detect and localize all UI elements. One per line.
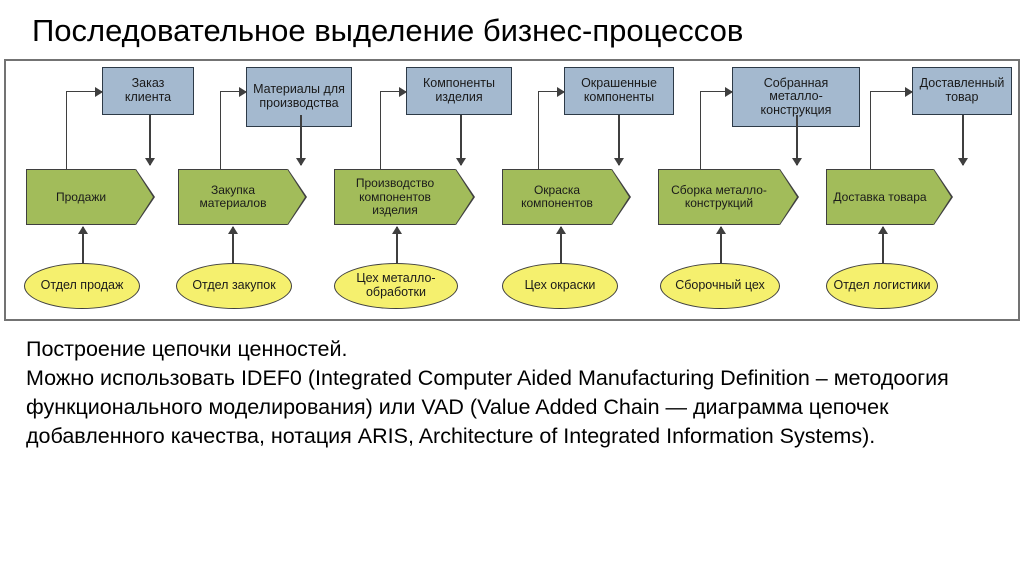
process-chevron: Окраска компонентов <box>502 169 612 225</box>
connector-up <box>396 227 398 263</box>
connector-up <box>232 227 234 263</box>
output-box: Окрашенные компоненты <box>564 67 674 115</box>
connector-down <box>796 115 798 165</box>
connector-elbow <box>380 91 406 169</box>
body-text: Построение цепочки ценностей. Можно испо… <box>0 329 1024 451</box>
connector-down <box>149 115 151 165</box>
body-line-2: Можно использовать IDEF0 (Integrated Com… <box>26 364 998 451</box>
process-chevron: Производство компонентов изделия <box>334 169 456 225</box>
output-box: Компоненты изделия <box>406 67 512 115</box>
connector-down <box>962 115 964 165</box>
connector-up <box>720 227 722 263</box>
connector-elbow <box>870 91 912 169</box>
connector-up <box>882 227 884 263</box>
org-ellipse: Отдел продаж <box>24 263 140 309</box>
connector-elbow <box>700 91 732 169</box>
org-ellipse: Цех окраски <box>502 263 618 309</box>
page-title: Последовательное выделение бизнес-процес… <box>0 0 1024 55</box>
process-chevron: Продажи <box>26 169 136 225</box>
process-chevron: Закупка материалов <box>178 169 288 225</box>
connector-elbow <box>220 91 246 169</box>
connector-elbow <box>66 91 102 169</box>
org-ellipse: Отдел логистики <box>826 263 938 309</box>
output-box: Материалы для производства <box>246 67 352 127</box>
process-chevron: Сборка металло-конструкций <box>658 169 780 225</box>
connector-elbow <box>538 91 564 169</box>
body-line-1: Построение цепочки ценностей. <box>26 335 998 364</box>
org-ellipse: Сборочный цех <box>660 263 780 309</box>
connector-down <box>460 115 462 165</box>
connector-down <box>300 115 302 165</box>
output-box: Заказ клиента <box>102 67 194 115</box>
process-chevron: Доставка товара <box>826 169 934 225</box>
connector-down <box>618 115 620 165</box>
connector-up <box>82 227 84 263</box>
org-ellipse: Цех металло-обработки <box>334 263 458 309</box>
org-ellipse: Отдел закупок <box>176 263 292 309</box>
flowchart: Заказ клиента Материалы для производства К… <box>4 59 1020 321</box>
output-box: Доставленный товар <box>912 67 1012 115</box>
connector-up <box>560 227 562 263</box>
